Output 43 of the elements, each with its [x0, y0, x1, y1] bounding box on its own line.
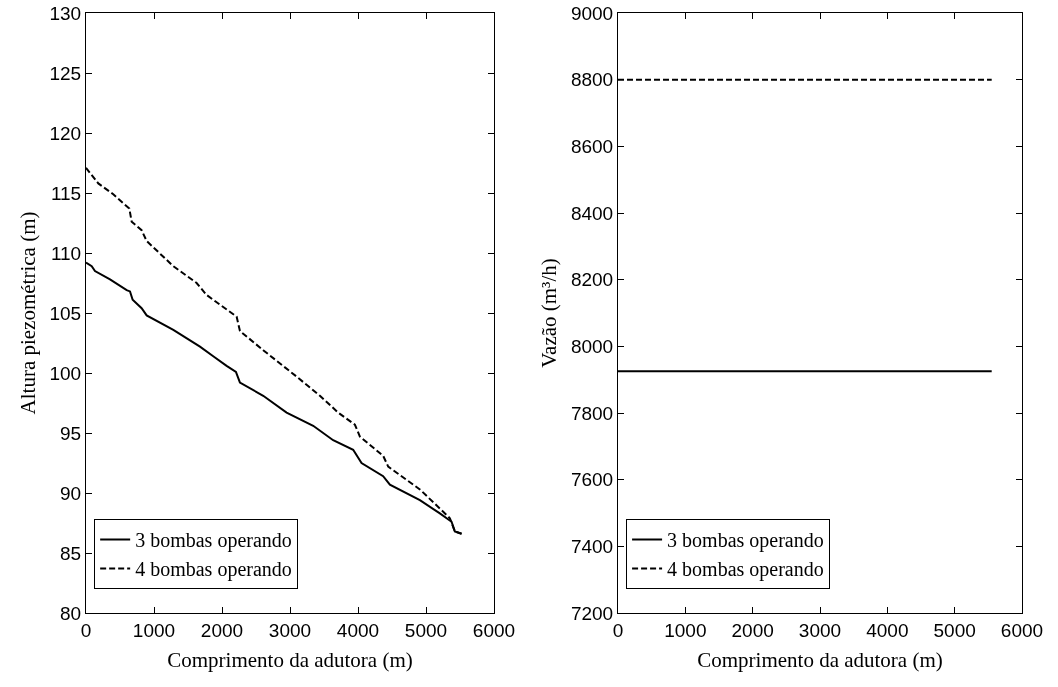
- y-tick-label: 105: [49, 302, 82, 324]
- x-axis-title: Comprimento da adutora (m): [697, 648, 943, 672]
- x-tick-label: 4000: [866, 619, 909, 641]
- y-tick-label: 7400: [570, 535, 614, 557]
- y-tick-label: 8000: [570, 335, 614, 357]
- y-tick-label: 8200: [570, 269, 614, 291]
- legend-label: 3 bombas operando: [135, 529, 292, 553]
- y-tick-label: 8400: [570, 202, 614, 224]
- legend-label: 4 bombas operando: [667, 558, 824, 582]
- legend-label: 4 bombas operando: [135, 558, 292, 582]
- y-tick-label: 80: [60, 602, 82, 624]
- x-tick-label: 0: [80, 619, 92, 641]
- y-tick-label: 7800: [570, 402, 614, 424]
- y-tick-label: 125: [49, 62, 82, 84]
- y-tick-label: 130: [49, 2, 82, 24]
- y-axis-title: Altura piezométrica (m): [15, 211, 40, 415]
- x-tick-label: 4000: [336, 619, 380, 641]
- x-tick-label: 2000: [200, 619, 244, 641]
- x-tick-label: 1000: [132, 619, 176, 641]
- x-tick-label: 6000: [472, 619, 516, 641]
- y-tick-label: 8800: [570, 69, 614, 91]
- y-tick-label: 100: [49, 362, 82, 384]
- y-tick-label: 8600: [570, 135, 614, 157]
- y-tick-label: 95: [60, 422, 82, 444]
- x-tick-label: 5000: [933, 619, 976, 641]
- x-tick-label: 3000: [798, 619, 842, 641]
- y-tick-label: 115: [50, 182, 82, 204]
- y-tick-label: 7200: [570, 602, 614, 624]
- x-tick-label: 5000: [404, 619, 448, 641]
- y-tick-label: 110: [50, 242, 82, 264]
- legend-label: 3 bombas operando: [667, 529, 824, 553]
- x-tick-label: 0: [612, 619, 624, 641]
- y-axis-title: Vazão (m³/h): [537, 258, 562, 368]
- y-tick-label: 120: [49, 122, 82, 144]
- x-tick-label: 1000: [664, 619, 707, 641]
- x-axis-title: Comprimento da adutora (m): [167, 648, 413, 672]
- x-tick-label: 3000: [268, 619, 312, 641]
- y-tick-label: 90: [60, 482, 82, 504]
- x-tick-label: 2000: [731, 619, 774, 641]
- x-tick-label: 6000: [1000, 619, 1044, 641]
- y-tick-label: 7600: [570, 469, 614, 491]
- y-tick-label: 85: [60, 542, 82, 564]
- y-tick-label: 9000: [570, 2, 614, 24]
